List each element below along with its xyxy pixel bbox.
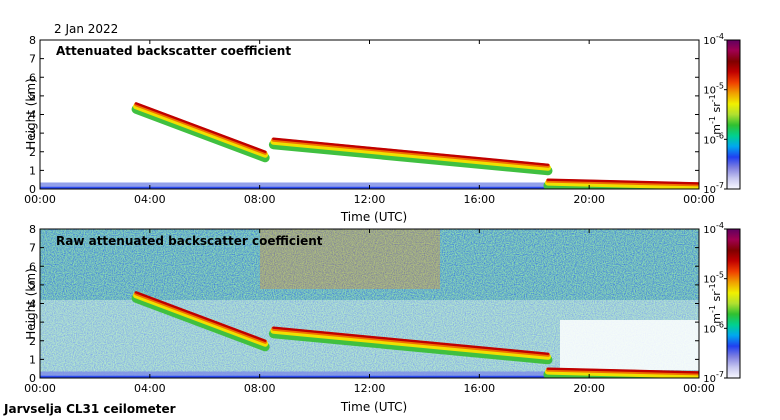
y-tick-label: 3 — [29, 127, 36, 140]
colorbar-unit-label: m-1 sr-1 — [708, 94, 723, 134]
cloud-layer — [131, 102, 270, 163]
y-tick-label: 1 — [29, 353, 36, 366]
cloud-band — [272, 137, 550, 166]
cloud-band — [134, 291, 267, 342]
x-axis-label: Time (UTC) — [340, 210, 407, 224]
panel-attenuated: Attenuated backscatter coefficient 0 1 2 3 4… — [24, 34, 715, 224]
panel-raw: Raw attenuated backscatter coefficient 0… — [24, 223, 715, 414]
x-tick-label: 08:00 — [244, 193, 276, 206]
colorbar-tick-label: 10-4 — [703, 32, 724, 47]
cloud-band — [546, 178, 699, 185]
y-tick-label: 0 — [29, 372, 36, 385]
panel-title: Attenuated backscatter coefficient — [56, 44, 291, 58]
colorbar-tick-label: 10-7 — [703, 181, 724, 196]
x-tick-label: 16:00 — [463, 382, 495, 395]
y-tick-label: 5 — [29, 279, 36, 292]
y-axis-ticks: 0 1 2 3 4 5 6 7 8 — [29, 34, 699, 196]
colorbar-tick-label: 10-6 — [703, 131, 724, 146]
x-tick-label: 20:00 — [573, 193, 605, 206]
y-tick-label: 3 — [29, 316, 36, 329]
y-tick-label: 0 — [29, 183, 36, 196]
y-tick-label: 7 — [29, 53, 36, 66]
cloud-band — [272, 326, 550, 355]
colorbar-gradient — [726, 39, 741, 190]
date-label: 2 Jan 2022 — [54, 22, 118, 36]
panel-title: Raw attenuated backscatter coefficient — [56, 234, 323, 248]
y-tick-label: 6 — [29, 71, 36, 84]
y-tick-label: 2 — [29, 146, 36, 159]
y-tick-label: 8 — [29, 34, 36, 47]
colorbar-gradient — [726, 228, 741, 379]
colorbar-tick-label: 10-4 — [703, 221, 724, 236]
x-tick-label: 04:00 — [134, 382, 166, 395]
y-tick-label: 5 — [29, 90, 36, 103]
colorbar-tick-label: 10-5 — [703, 271, 724, 286]
y-tick-label: 6 — [29, 260, 36, 273]
x-tick-label: 12:00 — [354, 382, 386, 395]
x-tick-label: 20:00 — [573, 382, 605, 395]
x-tick-label: 16:00 — [463, 193, 495, 206]
x-tick-label: 12:00 — [354, 193, 386, 206]
colorbar-unit-label: m-1 sr-1 — [708, 283, 723, 323]
cloud-band — [134, 102, 267, 153]
y-axis-ticks: 0 1 2 3 4 5 6 7 8 — [29, 223, 699, 385]
x-axis-label: Time (UTC) — [340, 400, 407, 414]
colorbar-tick-label: 10-7 — [703, 370, 724, 385]
colorbar-top: 10-4 10-5 10-6 10-7 m-1 sr-1 — [703, 32, 741, 196]
y-tick-label: 2 — [29, 335, 36, 348]
y-tick-label: 1 — [29, 164, 36, 177]
footer-label: Jarvselja CL31 ceilometer — [3, 402, 176, 416]
y-tick-label: 7 — [29, 242, 36, 255]
cloud-band — [546, 367, 699, 374]
cloud-layer — [268, 326, 553, 365]
x-tick-label: 08:00 — [244, 382, 276, 395]
y-tick-label: 8 — [29, 223, 36, 236]
x-tick-label: 00:00 — [24, 193, 56, 206]
colorbar-bottom: 10-4 10-5 10-6 10-7 m-1 sr-1 — [703, 221, 741, 385]
colorbar-tick-label: 10-6 — [703, 320, 724, 335]
x-axis-ticks: 00:00 04:00 08:00 12:00 16:00 20:00 00:00 — [24, 40, 715, 206]
x-tick-label: 04:00 — [134, 193, 166, 206]
y-axis-label: Height (km) — [24, 78, 38, 149]
cloud-layer — [131, 291, 270, 352]
y-axis-label: Height (km) — [24, 268, 38, 339]
y-tick-label: 4 — [29, 298, 36, 311]
cloud-layer — [268, 137, 553, 176]
x-axis-ticks: 00:00 04:00 08:00 12:00 16:00 20:00 00:00 — [24, 229, 715, 395]
colorbar-tick-label: 10-5 — [703, 82, 724, 97]
x-tick-label: 00:00 — [24, 382, 56, 395]
x-tick-label: 00:00 — [683, 193, 715, 206]
y-tick-label: 4 — [29, 109, 36, 122]
x-tick-label: 00:00 — [683, 382, 715, 395]
